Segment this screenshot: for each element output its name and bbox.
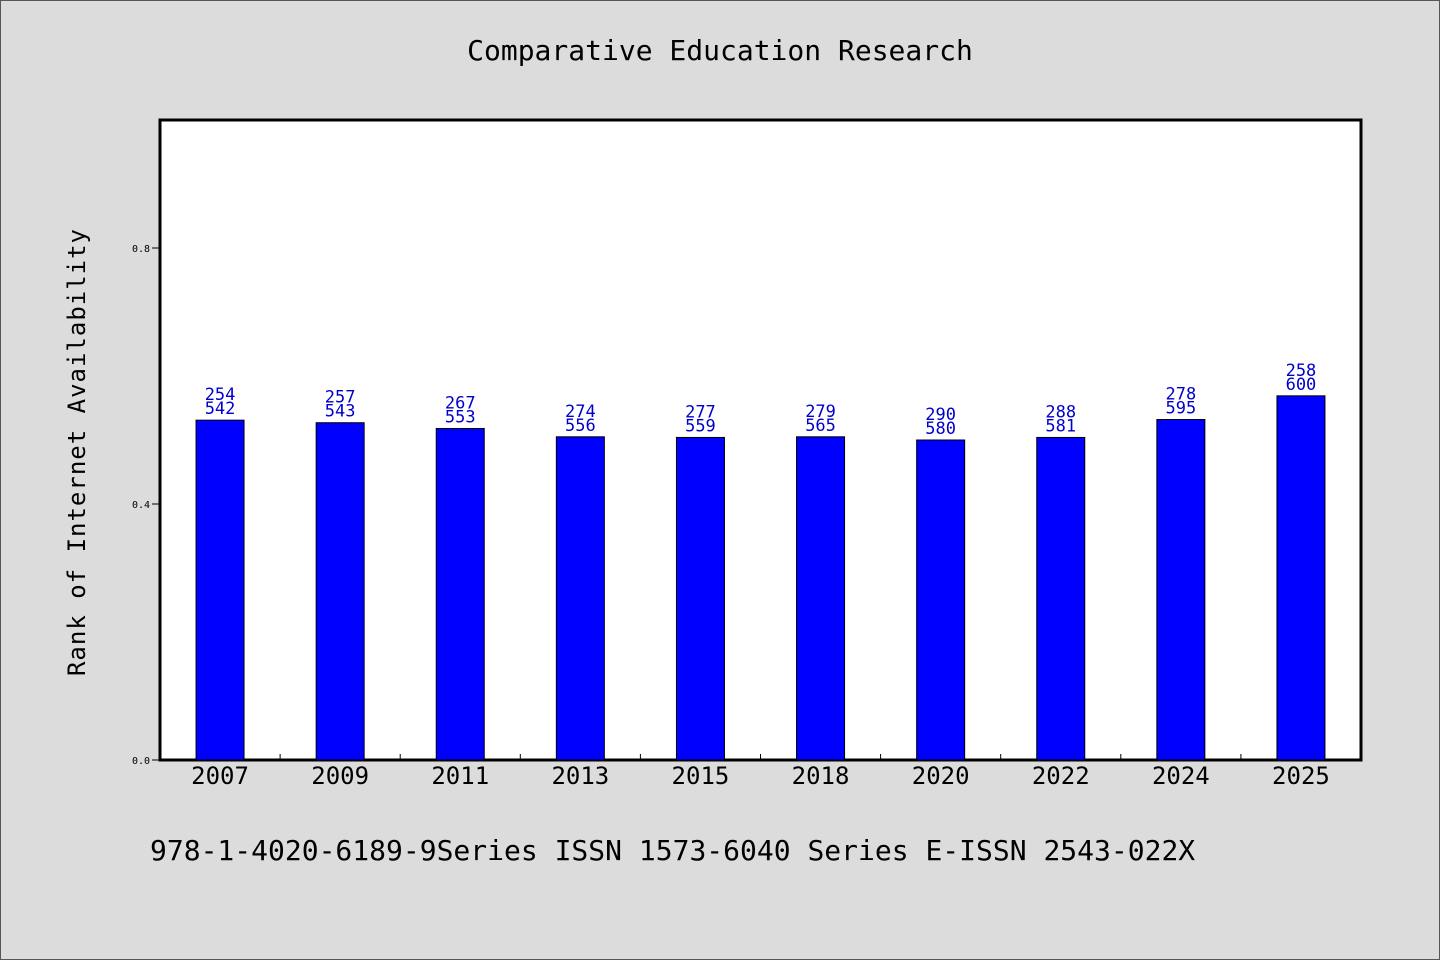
bar [315, 422, 365, 761]
x-tick-label: 2018 [792, 762, 850, 790]
bar [435, 427, 485, 761]
data-label-top: 258 [1286, 361, 1317, 381]
bar [916, 439, 966, 761]
x-tick-label: 2013 [551, 762, 609, 790]
x-ticks: 2007 2009 2011 2013 2015 2018 2020 2022 2024 2025 [191, 754, 1330, 790]
bar [1156, 419, 1206, 761]
data-label-top: 278 [1165, 385, 1196, 405]
bar [1276, 395, 1326, 761]
bar [675, 436, 725, 761]
y-ticks: 0.0 0.4 0.8 [132, 244, 160, 767]
chart-title: Comparative Education Research [467, 34, 973, 67]
data-label-top: 254 [205, 385, 236, 405]
y-tick-label: 0.4 [132, 500, 150, 511]
data-label-bottom: 595 [1165, 399, 1196, 419]
x-tick-label: 2007 [191, 762, 249, 790]
data-label-top: 267 [445, 393, 476, 413]
data-label-bottom: 580 [925, 419, 956, 439]
x-tick-label: 2015 [672, 762, 730, 790]
data-label-top: 288 [1045, 402, 1076, 422]
x-tick-label: 2022 [1032, 762, 1090, 790]
data-label-top: 274 [565, 402, 596, 422]
y-axis-label: Rank of Internet Availability [63, 228, 91, 676]
bar [555, 436, 605, 761]
bar [796, 436, 846, 761]
footer-isbn-issn: 978-1-4020-6189-9Series ISSN 1573-6040 S… [150, 834, 1196, 867]
data-label-bottom: 556 [565, 416, 596, 436]
bar [1036, 436, 1086, 761]
data-label-bottom: 542 [205, 399, 236, 419]
data-label-bottom: 600 [1286, 375, 1317, 395]
bars [195, 395, 1326, 761]
x-tick-label: 2009 [311, 762, 369, 790]
data-label-bottom: 581 [1045, 416, 1076, 436]
y-tick-label: 0.0 [132, 756, 150, 767]
data-label-bottom: 565 [805, 416, 836, 436]
x-tick-label: 2025 [1272, 762, 1330, 790]
data-label-bottom: 553 [445, 407, 476, 427]
bar [195, 419, 245, 761]
x-tick-label: 2020 [912, 762, 970, 790]
data-label-bottom: 559 [685, 416, 716, 436]
data-label-top: 257 [325, 388, 356, 408]
data-label-top: 290 [925, 405, 956, 425]
x-tick-label: 2024 [1152, 762, 1210, 790]
y-tick-label: 0.8 [132, 244, 150, 255]
data-label-top: 279 [805, 402, 836, 422]
x-tick-label: 2011 [431, 762, 489, 790]
data-label-bottom: 543 [325, 402, 356, 422]
data-label-top: 277 [685, 402, 716, 422]
